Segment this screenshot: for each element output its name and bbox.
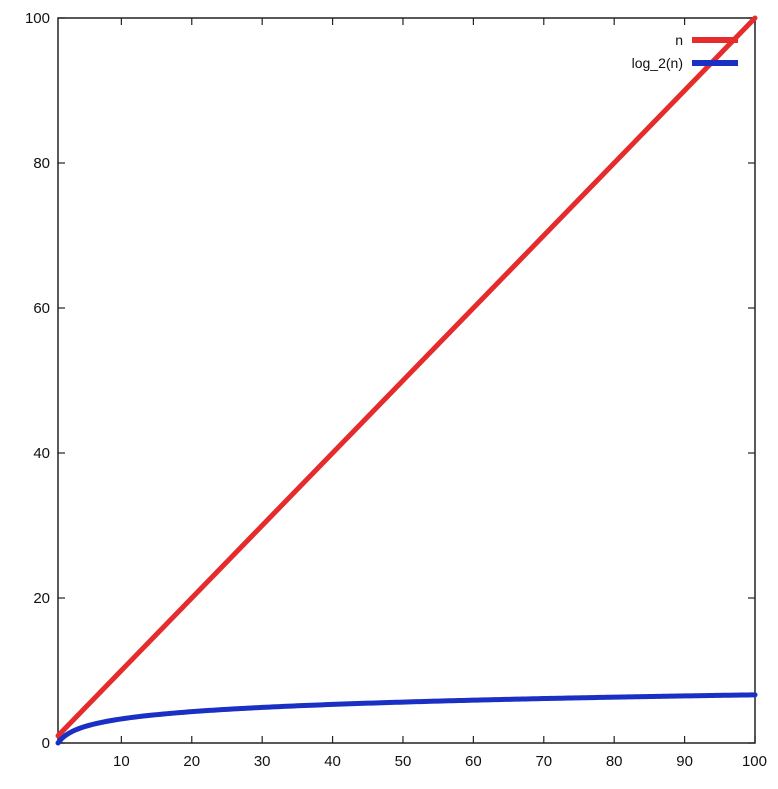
x-tick-label: 100 [742,753,767,770]
y-tick-label: 80 [33,155,50,172]
ticks-layer: 0 20 40 60 80 100 10 20 30 40 50 60 70 80 90 100 [25,10,767,770]
x-tick-label: 40 [324,753,341,770]
x-tick-label: 30 [254,753,271,770]
legend: n log_2(n) [632,32,738,71]
y-tick-label: 40 [33,445,50,462]
x-tick-label: 80 [606,753,623,770]
series-layer [55,15,758,746]
series-line-1 [55,692,758,746]
legend-label: n [675,32,683,48]
y-tick-label: 60 [33,300,50,317]
x-tick-label: 60 [465,753,482,770]
x-tick-label: 50 [395,753,412,770]
x-tick-label: 20 [183,753,200,770]
x-tick-label: 90 [676,753,693,770]
y-tick-label: 0 [42,735,50,752]
series-line-0 [55,15,758,739]
y-tick-label: 100 [25,10,50,27]
x-tick-label: 70 [535,753,552,770]
y-tick-label: 20 [33,590,50,607]
x-tick-label: 10 [113,753,130,770]
plot-frame [57,17,756,744]
legend-label: log_2(n) [632,55,683,71]
